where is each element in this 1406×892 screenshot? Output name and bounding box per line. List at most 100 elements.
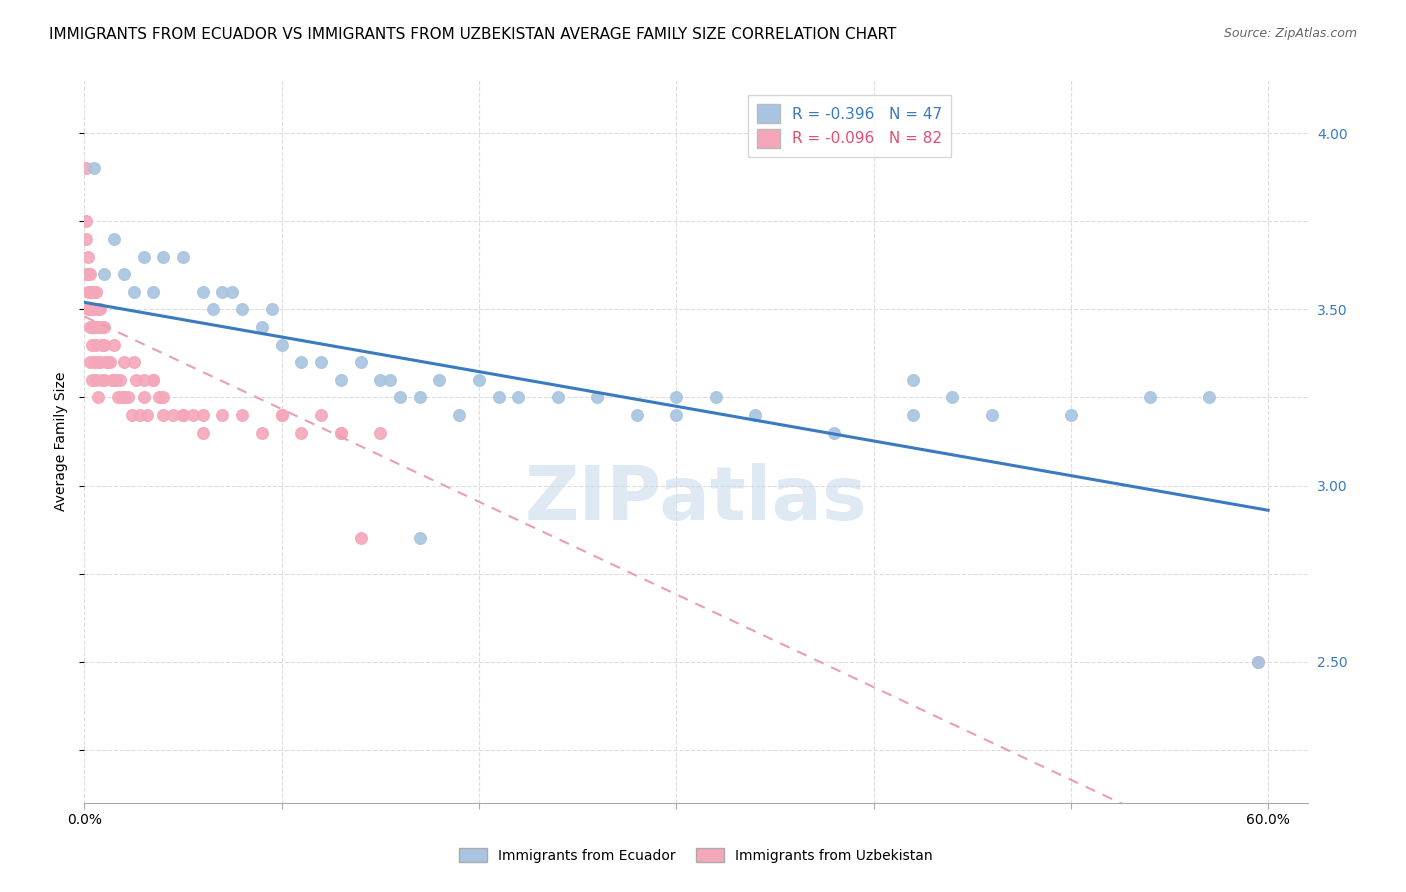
Point bbox=[83, 285, 105, 299]
Point bbox=[75, 267, 97, 281]
Legend: Immigrants from Ecuador, Immigrants from Uzbekistan: Immigrants from Ecuador, Immigrants from… bbox=[454, 842, 938, 868]
Point bbox=[172, 250, 194, 264]
Point bbox=[77, 267, 100, 281]
Point bbox=[270, 408, 292, 422]
Point bbox=[89, 320, 111, 334]
Point bbox=[87, 355, 110, 369]
Point bbox=[329, 425, 352, 440]
Point bbox=[83, 161, 105, 176]
Point bbox=[250, 425, 273, 440]
Point bbox=[368, 373, 391, 387]
Point bbox=[704, 391, 727, 405]
Point bbox=[309, 355, 332, 369]
Point bbox=[270, 408, 292, 422]
Point bbox=[75, 232, 97, 246]
Point bbox=[91, 320, 114, 334]
Point bbox=[429, 373, 451, 387]
Point bbox=[112, 355, 135, 369]
Point bbox=[103, 232, 125, 246]
Text: ZIPatlas: ZIPatlas bbox=[524, 463, 868, 536]
Text: IMMIGRANTS FROM ECUADOR VS IMMIGRANTS FROM UZBEKISTAN AVERAGE FAMILY SIZE CORREL: IMMIGRANTS FROM ECUADOR VS IMMIGRANTS FR… bbox=[49, 27, 897, 42]
Point bbox=[89, 355, 111, 369]
Point bbox=[132, 391, 155, 405]
Point bbox=[142, 373, 165, 387]
Point bbox=[488, 391, 510, 405]
Point bbox=[172, 408, 194, 422]
Point bbox=[79, 320, 101, 334]
Point bbox=[1198, 391, 1220, 405]
Point bbox=[1247, 655, 1270, 669]
Point bbox=[87, 320, 110, 334]
Point bbox=[132, 373, 155, 387]
Point bbox=[104, 373, 127, 387]
Point bbox=[449, 408, 471, 422]
Point bbox=[901, 373, 924, 387]
Point bbox=[201, 302, 224, 317]
Point bbox=[111, 391, 134, 405]
Point bbox=[112, 267, 135, 281]
Point bbox=[665, 408, 688, 422]
Point bbox=[309, 408, 332, 422]
Point bbox=[1247, 655, 1270, 669]
Point bbox=[98, 355, 121, 369]
Point bbox=[744, 408, 766, 422]
Point bbox=[349, 532, 371, 546]
Point bbox=[93, 320, 115, 334]
Point bbox=[409, 532, 432, 546]
Point bbox=[191, 425, 214, 440]
Point bbox=[82, 285, 104, 299]
Point bbox=[329, 425, 352, 440]
Point bbox=[191, 408, 214, 422]
Point bbox=[103, 337, 125, 351]
Point bbox=[231, 408, 253, 422]
Point bbox=[122, 355, 145, 369]
Point bbox=[82, 337, 104, 351]
Point bbox=[901, 408, 924, 422]
Point bbox=[101, 373, 124, 387]
Point bbox=[93, 337, 115, 351]
Point bbox=[389, 391, 412, 405]
Point bbox=[142, 373, 165, 387]
Point bbox=[87, 302, 110, 317]
Point bbox=[181, 408, 204, 422]
Point bbox=[191, 285, 214, 299]
Point bbox=[75, 161, 97, 176]
Point bbox=[409, 391, 432, 405]
Point bbox=[380, 373, 402, 387]
Point bbox=[82, 320, 104, 334]
Point bbox=[83, 320, 105, 334]
Point bbox=[586, 391, 609, 405]
Point bbox=[112, 391, 135, 405]
Point bbox=[1139, 391, 1161, 405]
Point bbox=[79, 285, 101, 299]
Point bbox=[152, 391, 174, 405]
Point bbox=[79, 267, 101, 281]
Point bbox=[162, 408, 184, 422]
Point bbox=[89, 302, 111, 317]
Point bbox=[117, 391, 139, 405]
Point bbox=[103, 373, 125, 387]
Point bbox=[132, 250, 155, 264]
Point bbox=[87, 391, 110, 405]
Point bbox=[84, 320, 107, 334]
Point bbox=[270, 337, 292, 351]
Point bbox=[75, 214, 97, 228]
Point bbox=[980, 408, 1002, 422]
Point bbox=[121, 408, 143, 422]
Point bbox=[152, 408, 174, 422]
Point bbox=[77, 302, 100, 317]
Point bbox=[91, 337, 114, 351]
Point bbox=[107, 391, 129, 405]
Point bbox=[152, 250, 174, 264]
Point bbox=[211, 408, 233, 422]
Point bbox=[124, 373, 146, 387]
Text: Source: ZipAtlas.com: Source: ZipAtlas.com bbox=[1223, 27, 1357, 40]
Point bbox=[91, 373, 114, 387]
Point bbox=[211, 285, 233, 299]
Point bbox=[84, 373, 107, 387]
Point bbox=[1060, 408, 1083, 422]
Point bbox=[82, 373, 104, 387]
Point bbox=[221, 285, 243, 299]
Point bbox=[79, 302, 101, 317]
Point bbox=[626, 408, 648, 422]
